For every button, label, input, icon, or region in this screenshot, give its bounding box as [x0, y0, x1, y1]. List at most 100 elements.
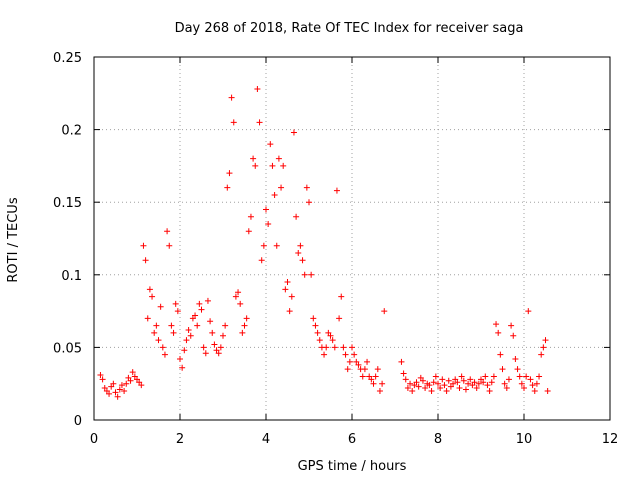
data-point: [217, 344, 224, 351]
x-tick-label: 6: [348, 432, 356, 447]
data-point: [250, 155, 257, 162]
data-point: [256, 119, 263, 126]
data-point: [422, 385, 429, 392]
y-tick-label: 0.05: [53, 341, 82, 356]
data-point: [432, 373, 439, 380]
data-point: [106, 390, 113, 397]
data-point: [174, 308, 181, 315]
data-point: [407, 380, 414, 387]
data-point: [473, 385, 480, 392]
data-point: [239, 329, 246, 336]
data-point: [437, 385, 444, 392]
data-point: [430, 379, 437, 386]
y-tick-label: 0: [74, 414, 82, 429]
data-point: [482, 373, 489, 380]
data-point: [327, 332, 334, 339]
data-point: [265, 220, 272, 227]
data-point: [531, 387, 538, 394]
data-point: [220, 332, 226, 339]
data-point: [288, 293, 295, 300]
data-point: [312, 322, 319, 329]
data-point: [114, 393, 121, 400]
data-point: [331, 344, 338, 351]
data-point: [303, 184, 310, 191]
data-point: [505, 376, 512, 383]
data-point: [398, 358, 405, 365]
y-tick-label: 0.1: [61, 269, 82, 284]
data-point: [544, 387, 551, 394]
data-point: [183, 337, 190, 344]
data-point: [164, 228, 171, 235]
x-tick-label: 10: [516, 432, 533, 447]
data-point: [370, 380, 377, 387]
data-point: [374, 366, 381, 373]
data-point: [428, 387, 435, 394]
data-point: [480, 379, 487, 386]
data-point: [215, 350, 222, 357]
data-point: [202, 350, 209, 357]
data-point: [306, 199, 312, 206]
data-point: [409, 387, 416, 394]
data-point: [237, 300, 244, 307]
data-point: [456, 385, 463, 392]
data-point: [497, 351, 504, 358]
data-point: [226, 170, 233, 177]
data-point: [280, 162, 287, 169]
data-points: [97, 85, 551, 400]
data-point: [247, 213, 254, 220]
data-point: [336, 315, 343, 322]
data-point: [211, 341, 218, 348]
data-point: [282, 286, 289, 293]
y-tick-label: 0.15: [53, 196, 82, 211]
data-point: [267, 141, 274, 148]
data-point: [372, 373, 379, 380]
data-point: [252, 162, 259, 169]
data-point: [527, 376, 534, 383]
data-point: [129, 369, 136, 376]
data-point: [222, 322, 229, 329]
data-point: [538, 351, 545, 358]
data-point: [159, 344, 166, 351]
data-point: [116, 386, 123, 393]
data-point: [419, 377, 426, 384]
data-point: [207, 318, 214, 325]
data-point: [323, 344, 330, 351]
x-tick-label: 0: [90, 432, 98, 447]
data-point: [529, 382, 536, 389]
data-point: [338, 293, 345, 300]
data-point: [170, 329, 177, 336]
data-point: [254, 85, 261, 92]
data-point: [166, 242, 173, 249]
data-point: [271, 191, 278, 198]
data-point: [542, 337, 549, 344]
data-point: [402, 376, 409, 383]
data-point: [510, 332, 517, 339]
data-point: [435, 380, 441, 387]
data-point: [295, 250, 302, 257]
data-point: [140, 242, 147, 249]
data-point: [179, 364, 186, 371]
data-point: [168, 322, 175, 329]
data-point: [471, 379, 478, 386]
data-point: [508, 322, 515, 329]
data-point: [413, 379, 420, 386]
data-point: [110, 380, 117, 387]
data-point: [536, 373, 543, 380]
y-tick-label: 0.2: [61, 124, 82, 139]
data-point: [426, 382, 433, 389]
data-point: [462, 386, 469, 393]
data-point: [149, 293, 156, 300]
data-point: [198, 306, 205, 313]
data-point: [439, 376, 446, 383]
data-point: [540, 344, 547, 351]
data-point: [376, 387, 383, 394]
data-point: [355, 361, 362, 368]
data-point: [533, 380, 540, 387]
data-point: [321, 351, 328, 358]
data-point: [172, 300, 179, 307]
data-point: [523, 373, 530, 380]
data-point: [458, 373, 465, 380]
data-point: [144, 315, 151, 322]
data-point: [415, 383, 422, 390]
data-point: [521, 385, 527, 392]
